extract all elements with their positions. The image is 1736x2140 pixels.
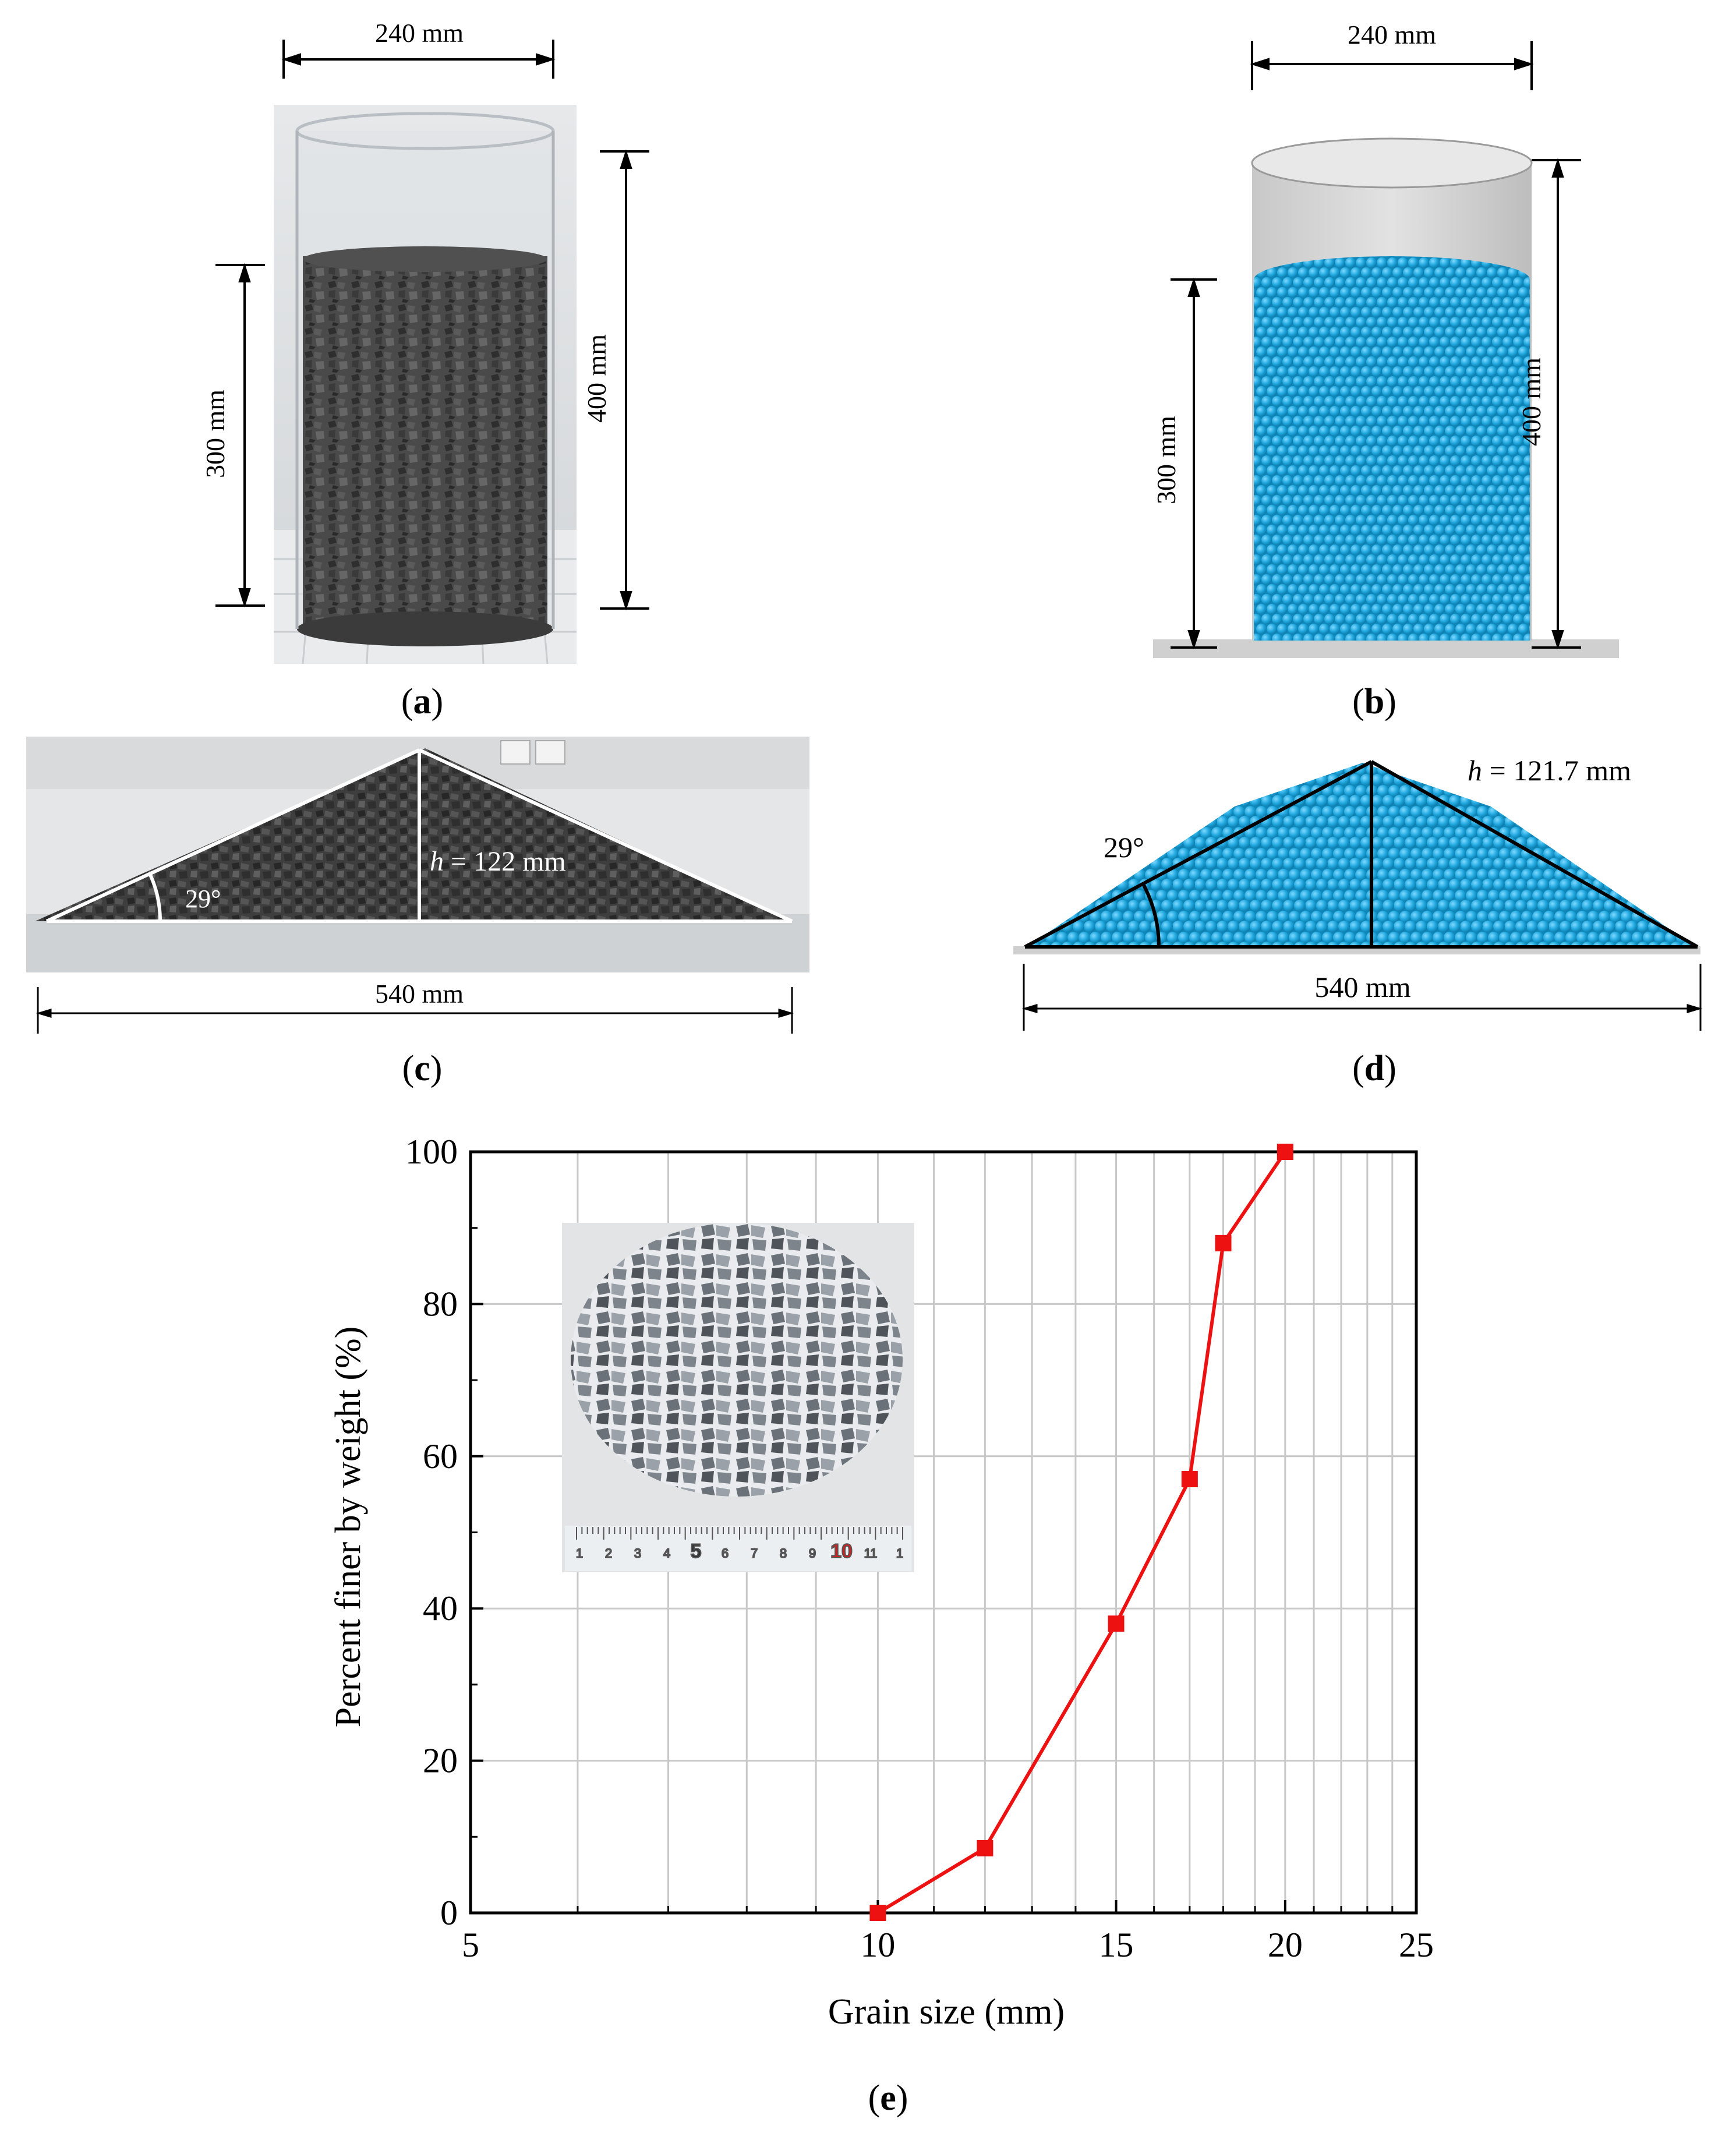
y-tick-label: 0: [440, 1894, 458, 1932]
ruler-number: 5: [691, 1540, 702, 1562]
ruler-number: 11: [864, 1546, 878, 1561]
data-point: [869, 1905, 886, 1921]
base-label: 540 mm: [1314, 971, 1410, 1003]
data-point: [1181, 1471, 1198, 1488]
x-tick-label: 15: [1099, 1926, 1134, 1964]
y-tick-label: 40: [423, 1589, 458, 1628]
ruler-number: 2: [605, 1546, 612, 1561]
x-tick-label: 10: [860, 1926, 895, 1964]
ruler-number: 3: [634, 1546, 641, 1561]
glass-cylinder: [295, 112, 555, 646]
ruler-number: 6: [722, 1546, 729, 1561]
width-label: 240 mm: [1348, 20, 1436, 49]
y-tick-label: 80: [423, 1285, 458, 1323]
fill-height-dimension: [215, 263, 265, 608]
base-dimension: [1021, 964, 1703, 1031]
ruler-number: 1: [576, 1546, 583, 1561]
ruler-number: 10: [830, 1540, 853, 1562]
panel-c: 29° h = 122 mm 540 mm: [0, 722, 844, 1054]
plot-frame: [469, 1150, 1418, 1915]
panel-a: 240 mm 300 mm 400 mm: [0, 0, 815, 728]
ruler-number: 8: [780, 1546, 787, 1561]
ruler-number: 1: [896, 1546, 903, 1561]
cylinder-height-dimension: [600, 149, 649, 611]
data-point: [977, 1840, 993, 1856]
data-point: [1215, 1235, 1232, 1251]
inset-photo: 1 2 3 4 5 6 7 8 9 10 11 1: [562, 1223, 914, 1572]
x-tick-label: 5: [462, 1926, 479, 1964]
width-dimension: [1250, 41, 1534, 90]
ruler-number: 4: [663, 1546, 670, 1561]
caption-d: (d): [1352, 1049, 1396, 1088]
x-tick-label: 20: [1268, 1926, 1303, 1964]
caption-c: (c): [402, 1049, 443, 1088]
ruler-number: 7: [751, 1546, 758, 1561]
fill-height-label: 300 mm: [1151, 416, 1181, 504]
angle-label: 29°: [185, 885, 221, 913]
cylinder-height-label: 400 mm: [582, 334, 611, 423]
cylinder-height-dimension: [1532, 158, 1581, 650]
height-label: h = 122 mm: [430, 846, 566, 877]
fill-height-dimension: [1171, 277, 1217, 650]
pile-geometry-lines: [1024, 760, 1699, 949]
grid: [469, 1151, 1417, 1914]
pile-geometry-lines: [45, 748, 793, 923]
data-point: [1277, 1144, 1293, 1160]
base-dimension: [36, 987, 794, 1034]
ruler: [565, 1526, 911, 1571]
x-tick-label: 25: [1399, 1926, 1434, 1964]
width-label: 240 mm: [375, 18, 464, 48]
height-label: h = 121.7 mm: [1468, 754, 1631, 787]
y-tick-label: 60: [423, 1437, 458, 1476]
panel-b: 240 mm 300 mm 400 mm: [1136, 0, 1660, 728]
fill-height-label: 300 mm: [200, 390, 230, 478]
y-tick-label: 100: [405, 1133, 458, 1171]
ruler-number: 9: [809, 1546, 816, 1561]
caption-b: (b): [1352, 682, 1396, 721]
data-point: [1108, 1615, 1125, 1632]
series-line: [876, 1151, 1287, 1915]
dem-particles: [1254, 256, 1530, 641]
series: [869, 1144, 1293, 1921]
caption-e: (e): [868, 2078, 908, 2118]
gravel-pile: [35, 748, 792, 921]
y-tick-label: 20: [423, 1742, 458, 1780]
dem-pile: [1028, 763, 1695, 946]
panel-d: 29° h = 121.7 mm 540 mm: [990, 722, 1718, 1054]
base-label: 540 mm: [375, 979, 464, 1009]
x-axis-label: Grain size (mm): [828, 1992, 1065, 2032]
width-dimension: [281, 40, 556, 79]
y-axis-label: Percent finer by weight (%): [328, 1327, 368, 1728]
caption-a: (a): [401, 682, 444, 721]
gravel-fill: [303, 256, 547, 629]
angle-label: 29°: [1104, 831, 1144, 864]
cylinder-height-label: 400 mm: [1516, 358, 1546, 446]
